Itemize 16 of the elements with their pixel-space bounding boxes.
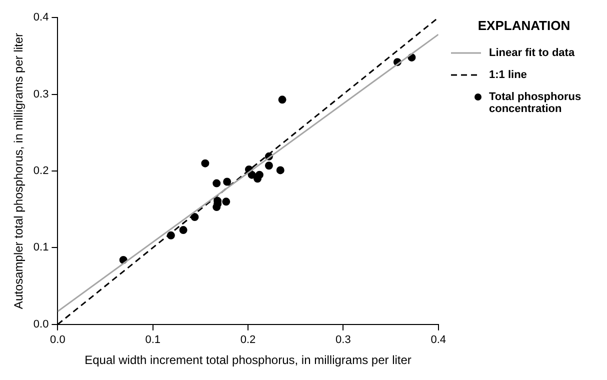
y-tick-label: 0.4: [33, 12, 49, 24]
legend-label: Total phosphorus concentration: [489, 91, 582, 115]
legend-label: 1:1 line: [489, 69, 527, 81]
legend-label: Linear fit to data: [489, 47, 575, 59]
x-tick-label: 0.0: [50, 334, 66, 346]
x-tick-label: 0.4: [430, 334, 446, 346]
y-tick-label: 0.1: [33, 242, 49, 254]
x-tick-label: 0.3: [336, 334, 351, 346]
x-tick-label: 0.1: [145, 334, 161, 346]
x-tick-label: 0.2: [240, 334, 256, 346]
y-tick-label: 0.3: [33, 88, 49, 100]
x-axis-title: Equal width increment total phosphorus, in milligrams per liter: [84, 353, 412, 368]
legend-title: EXPLANATION: [476, 18, 572, 33]
y-tick-label: 0.0: [33, 318, 49, 330]
y-tick-label: 0.2: [33, 165, 49, 178]
y-axis-title: Autosampler total phosphorus, in milligrams per liter: [12, 32, 26, 310]
